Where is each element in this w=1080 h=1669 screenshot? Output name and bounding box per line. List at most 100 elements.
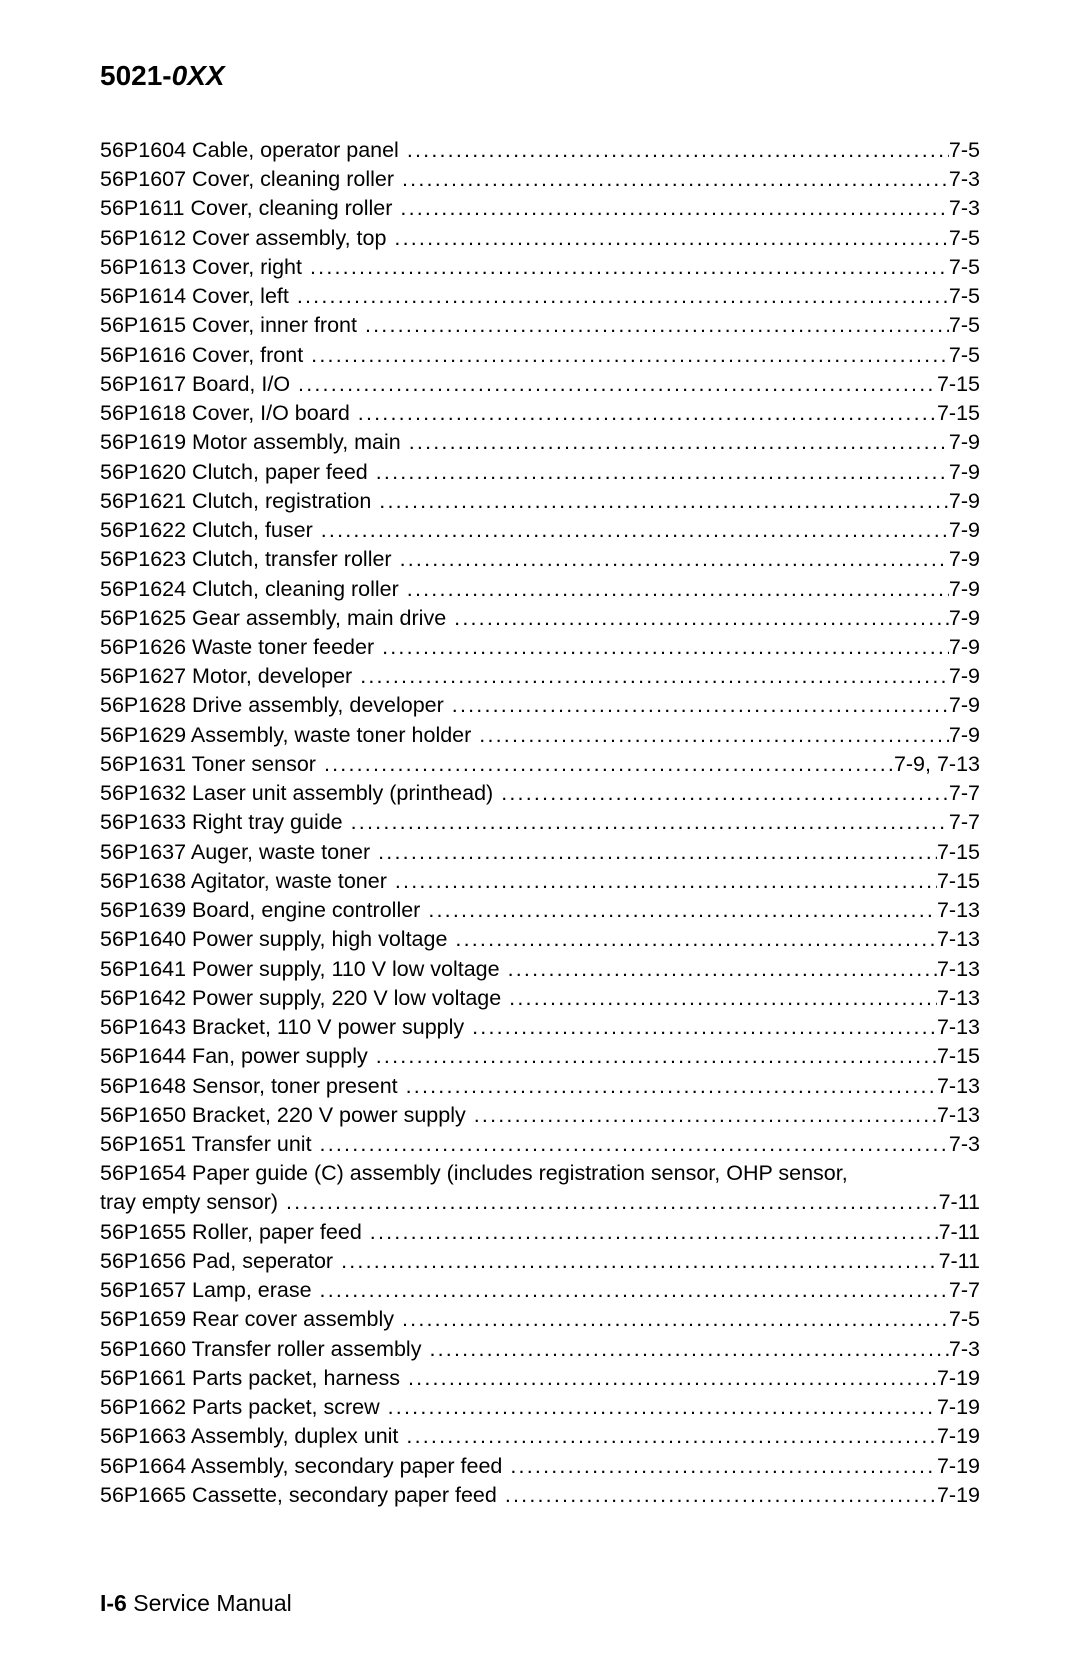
index-entry: 56P1633 Right tray guide ...............… — [100, 808, 980, 837]
entry-page: 7-3 — [949, 1130, 980, 1159]
entry-page: 7-9, 7-13 — [894, 750, 980, 779]
index-entry: 56P1654 Paper guide (C) assembly (includ… — [100, 1159, 980, 1188]
entry-label: 56P1640 Power supply, high voltage — [100, 925, 453, 954]
index-entry: 56P1664 Assembly, secondary paper feed .… — [100, 1452, 980, 1481]
entry-label: 56P1621 Clutch, registration — [100, 487, 377, 516]
entry-label: 56P1619 Motor assembly, main — [100, 428, 407, 457]
entry-label: 56P1604 Cable, operator panel — [100, 136, 405, 165]
entry-page: 7-11 — [939, 1218, 980, 1247]
entry-page: 7-11 — [939, 1188, 980, 1217]
entry-label: 56P1624 Clutch, cleaning roller — [100, 575, 405, 604]
index-entry: 56P1665 Cassette, secondary paper feed .… — [100, 1481, 980, 1510]
index-entry: 56P1644 Fan, power supply ..............… — [100, 1042, 980, 1071]
entry-label: 56P1620 Clutch, paper feed — [100, 458, 374, 487]
index-entry: 56P1661 Parts packet, harness ..........… — [100, 1364, 980, 1393]
index-entry: 56P1655 Roller, paper feed .............… — [100, 1218, 980, 1247]
entry-page: 7-5 — [949, 136, 980, 165]
entry-label: 56P1648 Sensor, toner present — [100, 1072, 404, 1101]
entry-page: 7-13 — [937, 955, 980, 984]
index-entry: 56P1624 Clutch, cleaning roller ........… — [100, 575, 980, 604]
entry-label: 56P1632 Laser unit assembly (printhead) — [100, 779, 499, 808]
entry-label: 56P1623 Clutch, transfer roller — [100, 545, 398, 574]
entry-label: 56P1616 Cover, front — [100, 341, 309, 370]
leader-dots: ........................................… — [374, 458, 949, 487]
entry-label: 56P1631 Toner sensor — [100, 750, 322, 779]
entry-page: 7-5 — [949, 1305, 980, 1334]
footer-title: Service Manual — [133, 1590, 292, 1616]
entry-label: 56P1622 Clutch, fuser — [100, 516, 319, 545]
leader-dots: ........................................… — [377, 487, 949, 516]
index-entry: 56P1632 Laser unit assembly (printhead) … — [100, 779, 980, 808]
entry-page: 7-3 — [949, 194, 980, 223]
index-entries: 56P1604 Cable, operator panel ..........… — [100, 136, 980, 1510]
index-entry: 56P1604 Cable, operator panel ..........… — [100, 136, 980, 165]
page-footer: I-6 Service Manual — [100, 1590, 292, 1617]
entry-page: 7-7 — [949, 1276, 980, 1305]
entry-label: 56P1655 Roller, paper feed — [100, 1218, 368, 1247]
leader-dots: ........................................… — [507, 984, 937, 1013]
leader-dots: ........................................… — [349, 808, 949, 837]
index-entry: 56P1612 Cover assembly, top ............… — [100, 224, 980, 253]
leader-dots: ........................................… — [308, 253, 949, 282]
entry-label: 56P1650 Bracket, 220 V power supply — [100, 1101, 472, 1130]
entry-label: 56P1638 Agitator, waste toner — [100, 867, 393, 896]
leader-dots: ........................................… — [318, 1276, 949, 1305]
index-entry: 56P1616 Cover, front ...................… — [100, 341, 980, 370]
index-entry: 56P1656 Pad, seperator .................… — [100, 1247, 980, 1276]
index-entry: 56P1651 Transfer unit ..................… — [100, 1130, 980, 1159]
index-entry: 56P1638 Agitator, waste toner ..........… — [100, 867, 980, 896]
leader-dots: ........................................… — [380, 633, 949, 662]
entry-label: 56P1615 Cover, inner front — [100, 311, 363, 340]
entry-label: 56P1633 Right tray guide — [100, 808, 349, 837]
entry-page: 7-13 — [937, 1072, 980, 1101]
entry-label: 56P1607 Cover, cleaning roller — [100, 165, 400, 194]
entry-page: 7-9 — [949, 487, 980, 516]
leader-dots: ........................................… — [407, 428, 949, 457]
entry-page: 7-13 — [937, 1013, 980, 1042]
index-entry: 56P1650 Bracket, 220 V power supply ....… — [100, 1101, 980, 1130]
index-entry-continuation: tray empty sensor) .....................… — [100, 1188, 980, 1217]
entry-page: 7-9 — [949, 575, 980, 604]
entry-page: 7-19 — [937, 1422, 980, 1451]
entry-label: 56P1627 Motor, developer — [100, 662, 358, 691]
leader-dots: ........................................… — [400, 1305, 949, 1334]
entry-page: 7-9 — [949, 545, 980, 574]
leader-dots: ........................................… — [404, 1072, 937, 1101]
index-entry: 56P1629 Assembly, waste toner holder ...… — [100, 721, 980, 750]
entry-page: 7-19 — [937, 1364, 980, 1393]
leader-dots: ........................................… — [319, 516, 949, 545]
leader-dots: ........................................… — [339, 1247, 939, 1276]
model-suffix: 0XX — [172, 60, 225, 91]
leader-dots: ........................................… — [376, 838, 937, 867]
entry-page: 7-15 — [937, 370, 980, 399]
index-entry: 56P1663 Assembly, duplex unit ..........… — [100, 1422, 980, 1451]
leader-dots: ........................................… — [322, 750, 894, 779]
entry-label: 56P1617 Board, I/O — [100, 370, 296, 399]
index-entry: 56P1618 Cover, I/O board ...............… — [100, 399, 980, 428]
index-entry: 56P1657 Lamp, erase ....................… — [100, 1276, 980, 1305]
index-entry: 56P1642 Power supply, 220 V low voltage … — [100, 984, 980, 1013]
entry-label: 56P1663 Assembly, duplex unit — [100, 1422, 404, 1451]
leader-dots: ........................................… — [398, 194, 949, 223]
entry-page: 7-9 — [949, 691, 980, 720]
leader-dots: ........................................… — [398, 545, 949, 574]
entry-page: 7-3 — [949, 165, 980, 194]
leader-dots: ........................................… — [400, 165, 949, 194]
page-header: 5021-0XX — [100, 60, 980, 92]
index-entry: 56P1625 Gear assembly, main drive ......… — [100, 604, 980, 633]
index-entry: 56P1662 Parts packet, screw ............… — [100, 1393, 980, 1422]
index-entry: 56P1637 Auger, waste toner .............… — [100, 838, 980, 867]
entry-label: 56P1614 Cover, left — [100, 282, 295, 311]
index-entry: 56P1615 Cover, inner front .............… — [100, 311, 980, 340]
entry-label: 56P1659 Rear cover assembly — [100, 1305, 400, 1334]
entry-page: 7-19 — [937, 1452, 980, 1481]
index-entry: 56P1611 Cover, cleaning roller .........… — [100, 194, 980, 223]
entry-label: tray empty sensor) — [100, 1188, 284, 1217]
entry-page: 7-9 — [949, 604, 980, 633]
entry-label: 56P1662 Parts packet, screw — [100, 1393, 386, 1422]
index-entry: 56P1626 Waste toner feeder .............… — [100, 633, 980, 662]
index-entry: 56P1643 Bracket, 110 V power supply ....… — [100, 1013, 980, 1042]
leader-dots: ........................................… — [363, 311, 949, 340]
entry-label: 56P1628 Drive assembly, developer — [100, 691, 450, 720]
leader-dots: ........................................… — [296, 370, 937, 399]
